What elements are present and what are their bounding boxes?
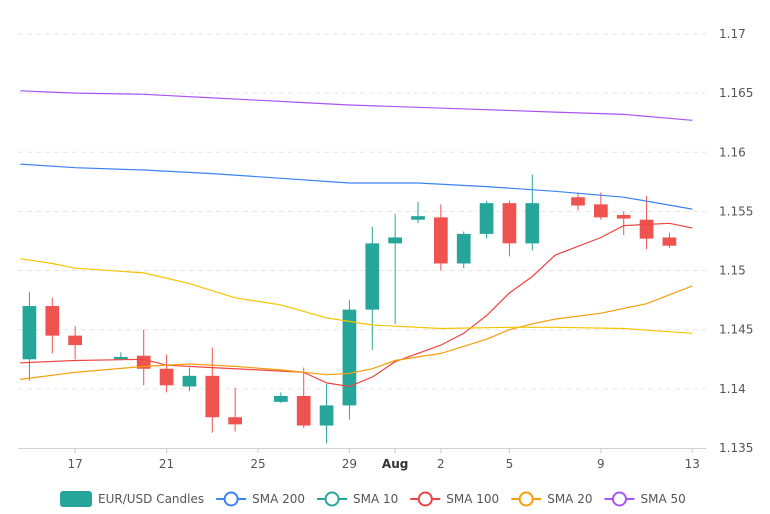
sma-20-line [20, 285, 693, 380]
candle [22, 291, 37, 381]
legend-label: SMA 200 [252, 492, 305, 506]
y-tick-label: 1.145 [719, 323, 753, 337]
x-tick-label: 17 [68, 457, 83, 471]
x-axis-ticks: 17 21 25 29 Aug 2 5 9 13 [68, 448, 700, 471]
legend-item-eur-usd-candles[interactable]: EUR/USD Candles [60, 491, 204, 507]
candles [22, 174, 677, 444]
candle-body [662, 237, 677, 246]
candle [434, 204, 448, 271]
candle [662, 232, 677, 249]
x-tick-label: 25 [250, 457, 265, 471]
candle-body [319, 405, 334, 426]
legend-item-sma-100[interactable]: SMA 100 [410, 491, 499, 507]
legend-item-sma-10[interactable]: SMA 10 [317, 491, 398, 507]
candle-body [22, 306, 37, 360]
candle-body [274, 395, 288, 402]
candle [114, 352, 128, 361]
y-tick-label: 1.135 [719, 441, 753, 455]
candle [45, 297, 60, 354]
candle-body [296, 395, 311, 426]
x-tick-label: 13 [685, 457, 700, 471]
candle-body [114, 356, 128, 360]
candle-body [456, 233, 471, 264]
x-tick-label: 21 [159, 457, 174, 471]
candle [479, 200, 494, 239]
candle-body [571, 197, 585, 206]
legend-marker-circle [417, 491, 433, 507]
candle [274, 392, 288, 404]
candle-body [525, 203, 540, 244]
legend-label: SMA 10 [353, 492, 398, 506]
legend-marker-circle [611, 491, 627, 507]
x-tick-label: 29 [342, 457, 357, 471]
legend-label: SMA 50 [640, 492, 685, 506]
legend-label: SMA 20 [547, 492, 592, 506]
candle-body [45, 306, 60, 336]
candle [456, 231, 471, 269]
candle-body [159, 368, 174, 386]
legend-label: EUR/USD Candles [98, 492, 204, 506]
legend-item-sma-200[interactable]: SMA 200 [216, 491, 305, 507]
sma-50-line [20, 258, 693, 334]
y-tick-label: 1.15 [719, 264, 746, 278]
candle [616, 211, 631, 236]
x-tick-label: 2 [437, 457, 445, 471]
candle [296, 367, 311, 428]
y-tick-label: 1.14 [719, 382, 746, 396]
candle [205, 347, 220, 433]
candle-body [594, 204, 608, 218]
candle [182, 367, 197, 392]
candle-body [479, 203, 494, 234]
candle-body [182, 375, 197, 387]
candle [639, 196, 654, 250]
candle [68, 326, 82, 360]
sma-100-line [20, 163, 693, 210]
y-tick-label: 1.165 [719, 86, 753, 100]
candle-body [342, 309, 357, 406]
candle [411, 201, 425, 224]
candle [228, 387, 242, 432]
candle [159, 354, 174, 393]
legend-marker-circle [223, 491, 239, 507]
x-tick-label: Aug [382, 457, 408, 471]
candle-body [502, 203, 517, 244]
candle [388, 213, 402, 324]
legend-marker-circle [518, 491, 534, 507]
legend-item-sma-20[interactable]: SMA 20 [511, 491, 592, 507]
y-tick-label: 1.17 [719, 27, 746, 41]
candle [342, 300, 357, 420]
x-tick-label: 5 [506, 457, 514, 471]
x-tick-label: 9 [597, 457, 605, 471]
candle-body [434, 217, 448, 264]
legend-marker-circle [324, 491, 340, 507]
sma-10-line [20, 222, 693, 388]
candle-body [228, 417, 242, 425]
candle [525, 174, 540, 251]
candle [571, 192, 585, 211]
candle [319, 384, 334, 444]
candle [136, 329, 151, 386]
legend[interactable]: EUR/USD Candles SMA 200 SMA 10 SMA 100 SMA 2… [60, 491, 686, 507]
y-axis-ticks: 1.135 1.14 1.145 1.15 1.155 1.16 1.165 1.17 [719, 27, 753, 455]
candle [594, 192, 608, 220]
candle-body [411, 216, 425, 220]
candle [502, 200, 517, 257]
candle-body [616, 214, 631, 219]
legend-label: SMA 100 [446, 492, 499, 506]
y-tick-label: 1.16 [719, 145, 746, 159]
candle-body [388, 237, 402, 244]
candle-body [639, 219, 654, 239]
legend-item-sma-50[interactable]: SMA 50 [604, 491, 686, 507]
candle-body [68, 335, 82, 346]
sma-200-line [20, 90, 693, 121]
candle [365, 226, 380, 350]
y-tick-label: 1.155 [719, 204, 753, 218]
candle-body [205, 375, 220, 418]
candle-body [365, 243, 380, 310]
legend-swatch [60, 491, 92, 507]
moving-average-lines [20, 90, 693, 388]
grid-lines [18, 33, 706, 390]
